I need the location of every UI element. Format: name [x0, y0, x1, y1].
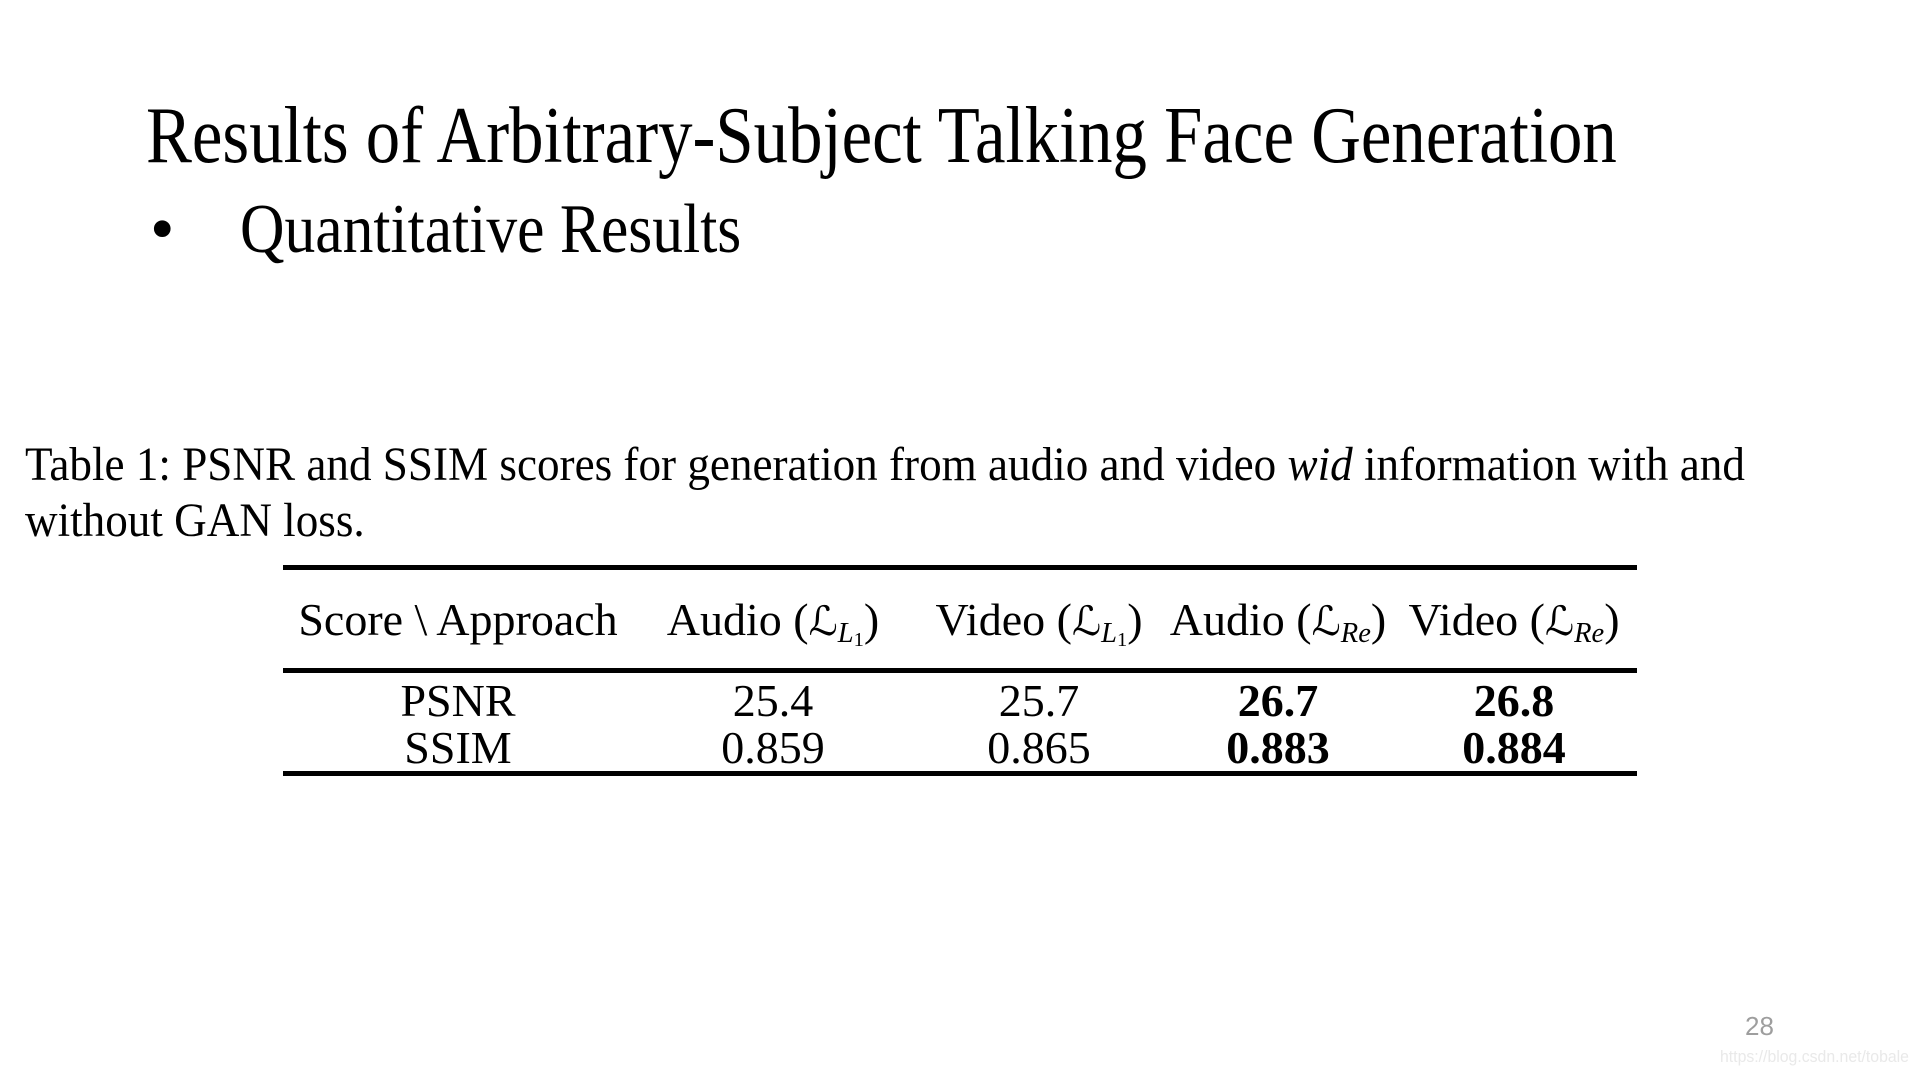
loss-subscript: Re [1574, 618, 1605, 650]
header-label: Audio ( [1169, 593, 1312, 645]
header-label-close: ) [1127, 593, 1143, 645]
table-mid-rule [283, 668, 1637, 673]
header-label-close: ) [863, 593, 880, 645]
value-cell: 25.7 [998, 675, 1080, 726]
page-number: 28 [1745, 1011, 1774, 1041]
script-L-symbol: ℒ [1071, 596, 1102, 645]
header-cell-audio-l1: Audio (ℒL1) [633, 593, 913, 651]
value-cell-bold: 0.883 [1226, 722, 1330, 773]
loss-subscript: L [1101, 618, 1117, 650]
caption-text-prefix: Table 1: PSNR and SSIM scores for genera… [25, 438, 1288, 491]
header-cell-video-re: Video (ℒRe) [1391, 593, 1637, 650]
script-L-symbol: ℒ [1544, 596, 1575, 645]
bullet-item-quantitative-results: Quantitative Results [240, 191, 742, 268]
table-bottom-rule [283, 771, 1637, 776]
row-label-ssim: SSIM [404, 722, 512, 773]
header-cell-score-approach: Score \ Approach [298, 593, 618, 645]
value-cell-bold: 0.884 [1462, 722, 1566, 773]
slide-title: Results of Arbitrary-Subject Talking Fac… [146, 92, 1617, 180]
value-cell: 0.859 [721, 722, 825, 773]
value-cell: 0.865 [987, 722, 1091, 773]
header-label-close: ) [1370, 593, 1387, 645]
header-label: Audio ( [666, 593, 809, 645]
table-top-rule [283, 565, 1637, 570]
table-caption: Table 1: PSNR and SSIM scores for genera… [25, 437, 1745, 549]
table-caption-line1: Table 1: PSNR and SSIM scores for genera… [25, 437, 1745, 493]
table-row-ssim: SSIM 0.859 0.865 0.883 0.884 [283, 724, 1637, 771]
table-row-psnr: PSNR 25.4 25.7 26.7 26.8 [283, 677, 1637, 724]
header-label: Video ( [1408, 593, 1545, 645]
loss-subscript: Re [1340, 618, 1371, 650]
caption-text-suffix: information with and [1352, 438, 1745, 491]
header-label-close: ) [1604, 593, 1620, 645]
script-L-symbol: ℒ [808, 596, 838, 645]
table-header-row: Score \ Approach Audio (ℒL1) Video (ℒL1)… [283, 570, 1637, 668]
value-cell: 25.4 [732, 675, 814, 726]
bullet-icon: • [150, 191, 175, 268]
loss-subscript: L [837, 618, 854, 650]
loss-subsubscript: 1 [1116, 629, 1128, 652]
header-label: Video ( [935, 593, 1072, 645]
value-cell-bold: 26.7 [1237, 675, 1319, 726]
table-caption-line2: without GAN loss. [25, 494, 365, 547]
header-cell-audio-re: Audio (ℒRe) [1165, 593, 1391, 650]
row-label-psnr: PSNR [400, 675, 516, 726]
caption-math-wid: wid [1287, 438, 1353, 491]
results-table: Score \ Approach Audio (ℒL1) Video (ℒL1)… [283, 565, 1637, 776]
table-body: PSNR 25.4 25.7 26.7 26.8 SSIM 0.859 0.86… [283, 673, 1637, 771]
loss-subsubscript: 1 [853, 629, 864, 652]
watermark-url: https://blog.csdn.net/tobale [1720, 1047, 1909, 1066]
script-L-symbol: ℒ [1311, 596, 1341, 645]
value-cell-bold: 26.8 [1473, 675, 1555, 726]
header-cell-video-l1: Video (ℒL1) [913, 593, 1165, 651]
